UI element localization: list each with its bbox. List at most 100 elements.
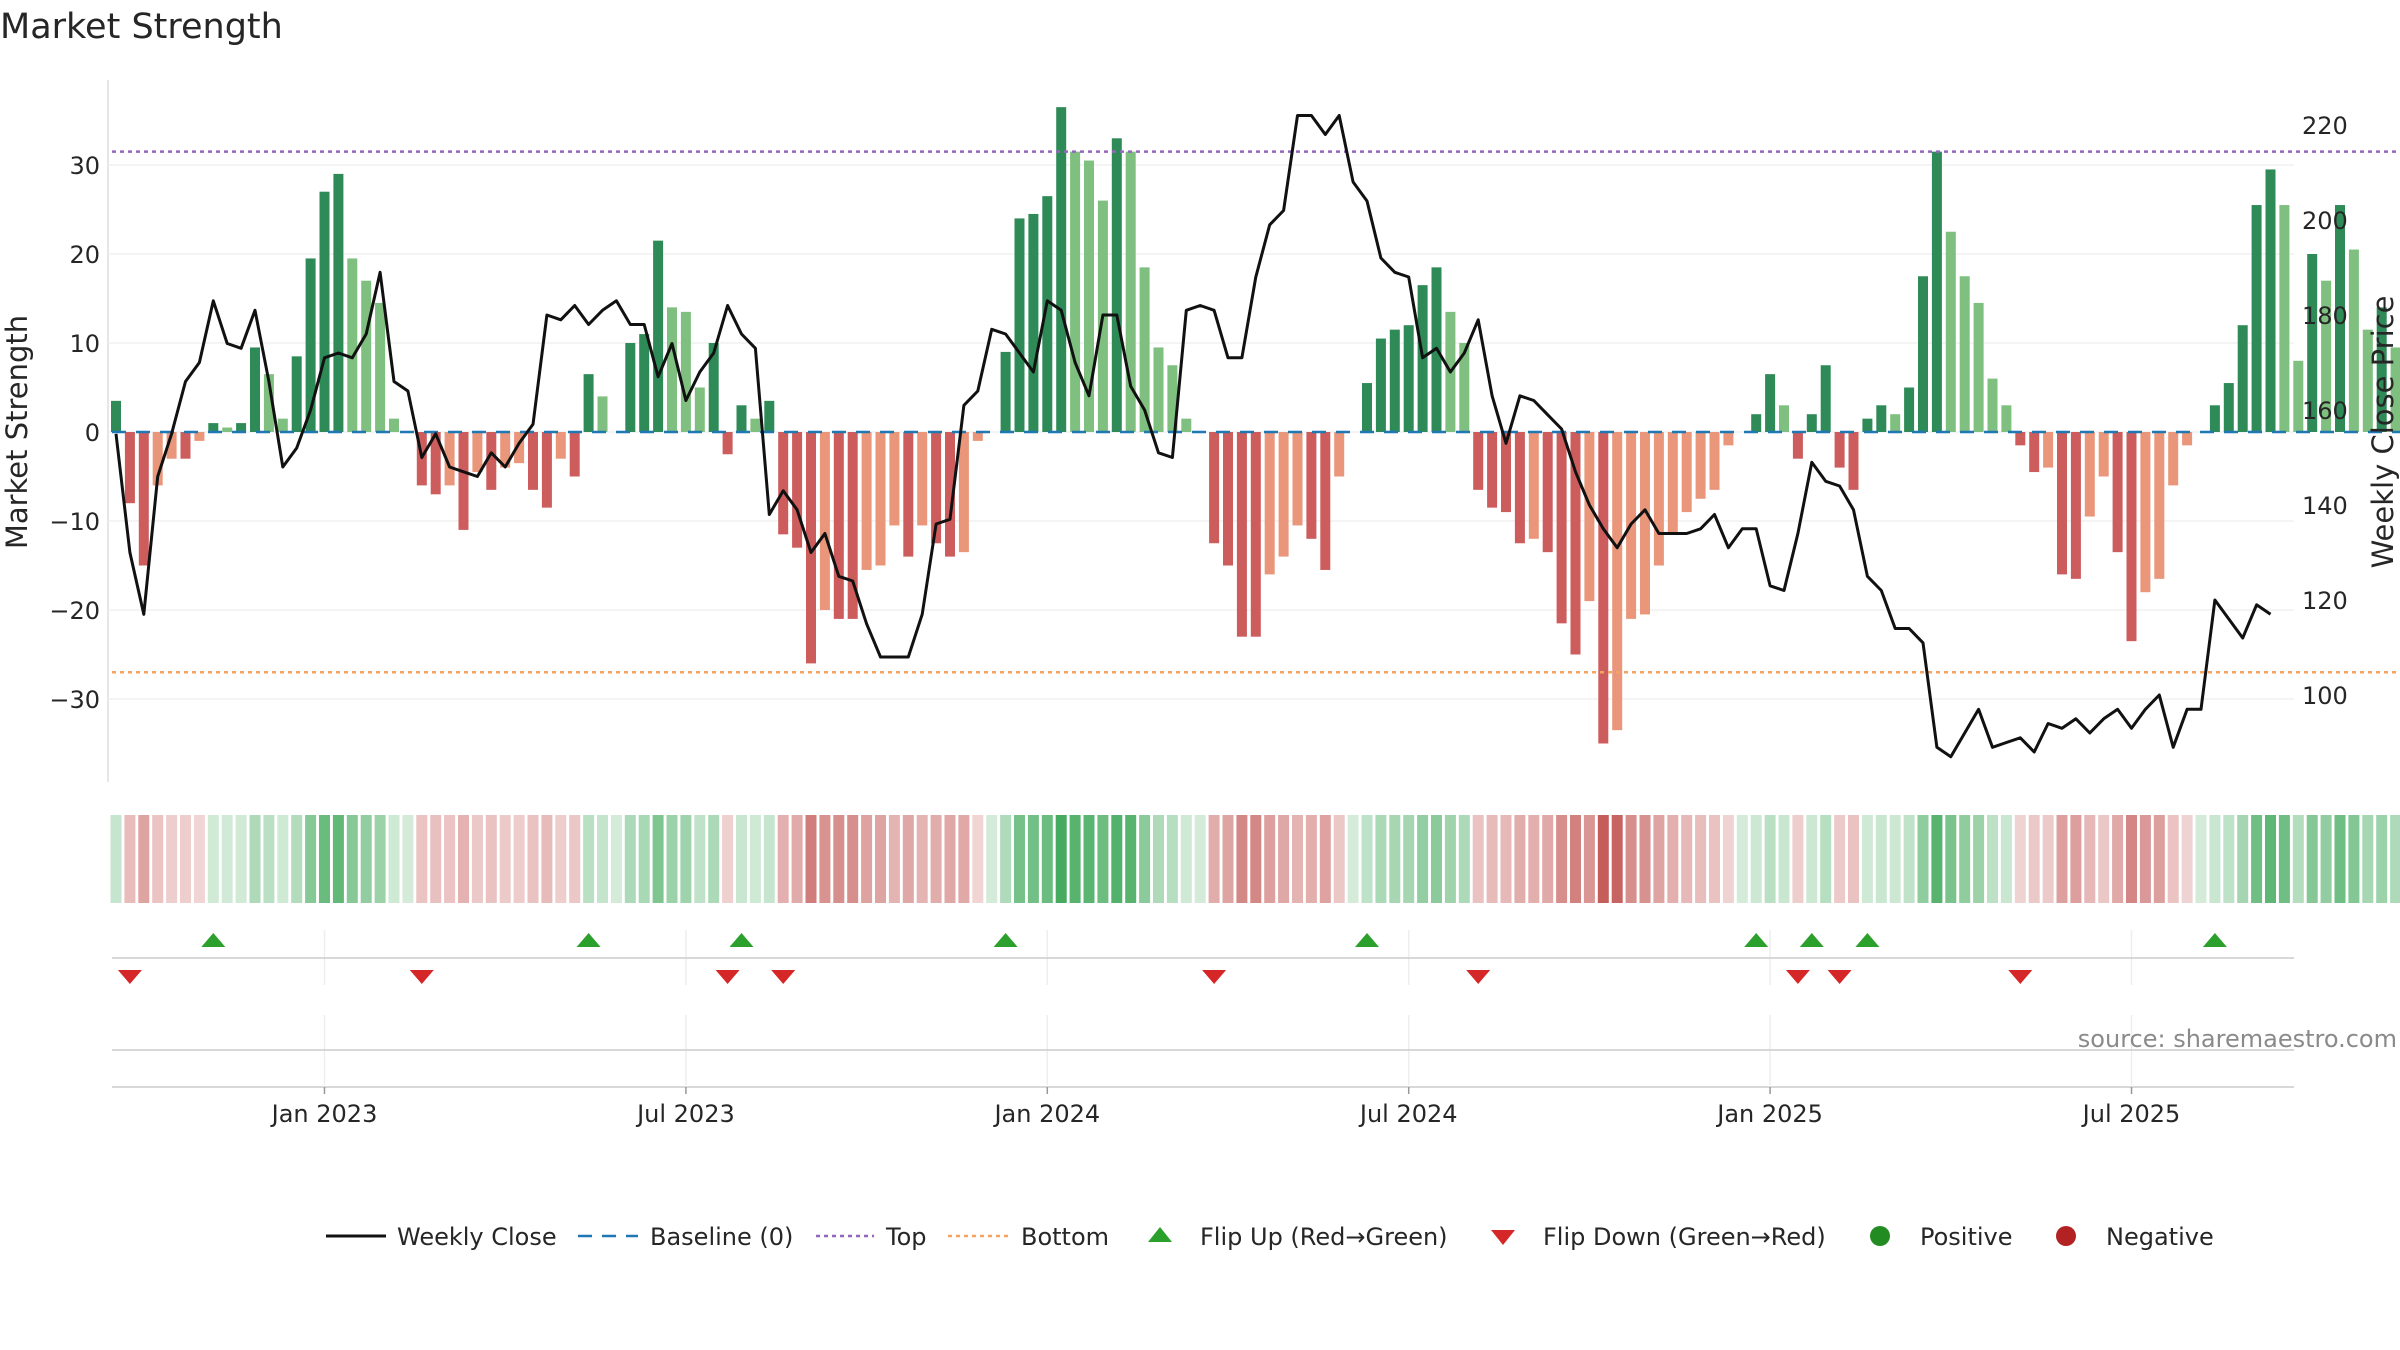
heat-strip-cell bbox=[666, 815, 678, 903]
heat-strip-cell bbox=[1431, 815, 1442, 903]
strength-bar bbox=[2376, 307, 2387, 432]
strength-bar bbox=[1264, 432, 1275, 575]
heat-strip-cell bbox=[597, 815, 608, 903]
heat-strip-cell bbox=[777, 815, 789, 903]
source-credit: source: sharemaestro.com bbox=[2078, 1025, 2397, 1053]
strength-bar bbox=[847, 432, 858, 619]
heat-strip-cell bbox=[1111, 815, 1123, 903]
heat-strip-cell bbox=[2223, 815, 2235, 903]
strength-bar bbox=[639, 334, 650, 432]
strength-bar bbox=[1334, 432, 1345, 477]
strength-bar bbox=[263, 374, 274, 432]
strength-bar bbox=[722, 432, 733, 455]
heat-strip-cell bbox=[861, 815, 873, 903]
flip-up-marker bbox=[576, 933, 601, 947]
strength-bar bbox=[2001, 405, 2012, 432]
heat-strip-cell bbox=[1153, 815, 1164, 903]
strength-bar bbox=[1111, 138, 1122, 433]
heat-strip-cell bbox=[2348, 815, 2360, 903]
strength-bar bbox=[1223, 432, 1233, 566]
strength-bar bbox=[2070, 432, 2081, 579]
strength-bar bbox=[917, 432, 928, 526]
strength-bar bbox=[2015, 432, 2026, 446]
heat-strip-cell bbox=[1055, 815, 1067, 903]
legend-label: Flip Up (Red→Green) bbox=[1200, 1223, 1448, 1251]
heat-strip-cell bbox=[2112, 815, 2124, 903]
legend-item-top: Top bbox=[816, 1223, 927, 1251]
strength-bar bbox=[305, 258, 316, 432]
strength-bar bbox=[597, 396, 608, 432]
strength-bar bbox=[903, 432, 914, 557]
legend-label: Weekly Close bbox=[397, 1223, 557, 1251]
flip-up-marker bbox=[1355, 933, 1379, 947]
heat-strip-cell bbox=[1375, 815, 1387, 903]
strength-bar bbox=[2237, 325, 2248, 432]
heat-strip-cell bbox=[1069, 815, 1081, 903]
heat-strip-cell bbox=[2195, 815, 2207, 903]
strength-bar bbox=[778, 432, 789, 535]
heat-strip-cell bbox=[1236, 815, 1248, 903]
strength-bar bbox=[180, 432, 191, 459]
heat-strip-cell bbox=[416, 815, 428, 903]
strength-bar bbox=[1375, 338, 1386, 432]
heat-strip-cell bbox=[2181, 815, 2193, 903]
strength-bar bbox=[2057, 432, 2067, 575]
strength-bar bbox=[1973, 302, 1984, 432]
heat-strip-cell bbox=[1500, 815, 1512, 903]
heat-strip-cell bbox=[152, 815, 164, 903]
strength-bar bbox=[1487, 432, 1498, 508]
strength-bar bbox=[2084, 432, 2095, 517]
heat-strip-cell bbox=[1083, 815, 1095, 903]
flip-up-marker bbox=[201, 933, 226, 947]
heat-strip-cell bbox=[1139, 815, 1151, 903]
heat-strip-cell bbox=[249, 815, 261, 903]
heat-strip-cell bbox=[1806, 815, 1818, 903]
flip-up-marker bbox=[1855, 933, 1880, 947]
flip-down-marker bbox=[1466, 970, 1491, 984]
strength-bar bbox=[2112, 432, 2123, 553]
heat-strip-cell bbox=[944, 815, 956, 903]
strength-bar bbox=[972, 432, 983, 441]
strength-bar bbox=[1584, 432, 1595, 602]
weekly-close-series bbox=[114, 114, 2272, 759]
strength-bar bbox=[1362, 383, 1372, 432]
legend-item-positive: Positive bbox=[1870, 1223, 2013, 1251]
heat-strip-cell bbox=[569, 815, 581, 903]
flip-down-marker bbox=[1785, 970, 1810, 984]
heat-strip-cell bbox=[1319, 815, 1331, 903]
strength-bar bbox=[1681, 432, 1692, 513]
strength-bar bbox=[1028, 213, 1039, 432]
heat-strip-cell bbox=[972, 815, 984, 903]
strength-bar bbox=[1945, 231, 1956, 432]
legend-flip-down-swatch bbox=[1491, 1230, 1515, 1245]
legend-label: Flip Down (Green→Red) bbox=[1543, 1223, 1826, 1251]
heat-strip-cell bbox=[2306, 815, 2318, 903]
strength-bar bbox=[1792, 432, 1803, 459]
flip-down-marker bbox=[1202, 970, 1227, 984]
strength-bar bbox=[1084, 160, 1094, 433]
strength-bar bbox=[680, 311, 691, 432]
strength-bar bbox=[1890, 414, 1901, 432]
heat-strip-cell bbox=[1194, 815, 1206, 903]
strength-bar bbox=[1056, 107, 1067, 433]
strength-bar bbox=[875, 432, 886, 566]
strength-bar bbox=[667, 307, 677, 432]
heat-strip-cell bbox=[610, 815, 622, 903]
legend-label: Top bbox=[885, 1223, 927, 1251]
strength-bar bbox=[1848, 432, 1859, 490]
strength-bar bbox=[764, 400, 775, 432]
heat-strip-cell bbox=[1750, 815, 1762, 903]
strength-bar bbox=[2043, 432, 2054, 468]
heat-strip-cell bbox=[2265, 815, 2276, 903]
y2-tick-label: 160 bbox=[2302, 397, 2348, 425]
strength-bar bbox=[1987, 378, 1998, 432]
heat-strip-cell bbox=[1264, 815, 1276, 903]
strength-bar bbox=[1820, 365, 1831, 432]
strength-bar bbox=[1209, 432, 1220, 544]
flip-up-marker bbox=[1799, 933, 1824, 947]
legend: Weekly Close Baseline (0) Top Bottom Flip Up… bbox=[326, 1223, 2214, 1251]
strength-bar bbox=[458, 432, 469, 530]
strength-bar bbox=[2321, 280, 2332, 432]
strength-bar bbox=[694, 387, 705, 432]
strength-bar bbox=[1250, 432, 1261, 637]
